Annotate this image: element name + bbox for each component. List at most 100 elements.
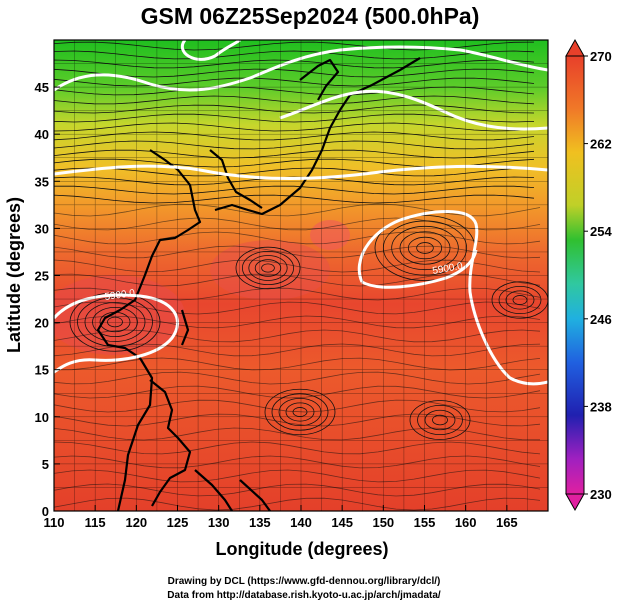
streamline xyxy=(241,250,294,286)
colorbar-bottom-arrow xyxy=(565,493,585,512)
streamline xyxy=(264,388,336,436)
streamline xyxy=(54,245,541,259)
streamline xyxy=(54,122,535,132)
x-tick-label: 110 xyxy=(44,515,65,530)
streamline xyxy=(417,404,463,436)
colorbar-top-arrow xyxy=(565,38,585,57)
streamline xyxy=(54,95,535,105)
x-tick-label: 165 xyxy=(496,515,518,530)
streamline xyxy=(54,231,541,245)
streamline xyxy=(512,295,528,305)
y-axis-ticks: 0 5 10 15 20 25 30 35 40 45 xyxy=(35,80,60,519)
streamline xyxy=(54,203,541,217)
streamline xyxy=(285,402,315,422)
colorbar-ticks: 270 262 254 246 238 230 xyxy=(584,49,612,502)
streamline xyxy=(54,399,541,413)
streamline xyxy=(391,225,459,271)
coastlines xyxy=(96,57,421,511)
streamline xyxy=(278,397,322,427)
streamline xyxy=(498,285,542,315)
y-tick-label: 15 xyxy=(35,363,49,378)
plot-area xyxy=(54,40,548,511)
x-tick-label: 145 xyxy=(331,515,353,530)
colorbar: 270 262 254 246 238 230 xyxy=(565,38,612,512)
streamline xyxy=(92,306,138,338)
x-tick-label: 135 xyxy=(249,515,271,530)
x-tick-label: 140 xyxy=(290,515,312,530)
streamline xyxy=(54,104,535,114)
y-tick-label: 40 xyxy=(35,127,49,142)
x-tick-label: 130 xyxy=(208,515,230,530)
streamline xyxy=(54,427,541,441)
streamline xyxy=(235,246,301,290)
x-axis-ticks: 110 115 120 125 130 135 140 145 150 155 160 165 xyxy=(44,505,518,530)
streamline xyxy=(407,236,443,260)
streamline xyxy=(248,255,288,281)
chart-title: GSM 06Z25Sep2024 (500.0hPa) xyxy=(141,3,480,29)
streamline xyxy=(54,194,535,204)
streamline xyxy=(424,409,456,431)
y-tick-label: 20 xyxy=(35,316,49,331)
colorbar-ramp xyxy=(565,55,585,495)
contour-label-east: 5900.0 xyxy=(432,261,464,277)
contour-label-west: 5900.0 xyxy=(104,288,136,303)
x-tick-label: 125 xyxy=(167,515,189,530)
streamline xyxy=(54,413,541,427)
streamline xyxy=(54,441,541,455)
streamline xyxy=(54,455,541,469)
x-tick-label: 150 xyxy=(372,515,394,530)
y-tick-label: 30 xyxy=(35,221,49,236)
y-tick-label: 10 xyxy=(35,410,49,425)
colorbar-tick-label: 246 xyxy=(590,312,612,327)
streamline xyxy=(54,185,535,195)
y-axis-label: Latitude (degrees) xyxy=(4,197,24,353)
streamline xyxy=(271,393,329,431)
x-tick-label: 115 xyxy=(85,515,106,530)
warm-pocket-central xyxy=(210,240,330,300)
streamline xyxy=(416,242,434,254)
colorbar-tick-label: 254 xyxy=(590,224,612,239)
streamline xyxy=(54,469,541,483)
credit-data: Data from http://database.rish.kyoto-u.a… xyxy=(167,590,441,601)
streamline xyxy=(54,217,541,231)
y-tick-label: 25 xyxy=(35,269,49,284)
grid-lines xyxy=(54,40,548,511)
x-tick-label: 160 xyxy=(455,515,477,530)
streamline xyxy=(54,483,541,497)
streamline xyxy=(77,297,153,347)
colorbar-tick-label: 230 xyxy=(590,487,612,502)
streamline xyxy=(54,329,541,343)
streamline xyxy=(54,385,541,399)
streamline xyxy=(54,50,535,60)
y-tick-label: 5 xyxy=(42,457,49,472)
y-tick-label: 35 xyxy=(35,174,49,189)
streamline xyxy=(54,167,535,177)
colorbar-tick-label: 270 xyxy=(590,49,612,64)
colorbar-tick-label: 262 xyxy=(590,137,612,152)
streamline xyxy=(54,59,535,69)
streamline xyxy=(54,315,541,329)
streamline xyxy=(54,301,541,315)
streamline xyxy=(54,371,541,385)
x-axis-label: Longitude (degrees) xyxy=(215,539,388,559)
streamline xyxy=(505,290,535,310)
warm-pocket-west xyxy=(54,275,185,355)
streamline xyxy=(261,263,275,273)
streamline xyxy=(84,302,146,342)
streamline xyxy=(107,316,123,328)
streamline xyxy=(292,407,308,417)
x-tick-label: 155 xyxy=(414,515,436,530)
streamline xyxy=(54,287,541,301)
streamline xyxy=(54,259,541,273)
height-contours xyxy=(54,40,548,386)
streamline xyxy=(54,77,535,87)
y-tick-label: 0 xyxy=(42,504,49,519)
y-tick-label: 45 xyxy=(35,80,49,95)
credit-drawing: Drawing by DCL (https://www.gfd-dennou.o… xyxy=(168,576,441,587)
warm-pocket-east xyxy=(310,220,350,250)
streamline xyxy=(54,113,535,123)
streamline xyxy=(54,140,535,150)
x-tick-label: 120 xyxy=(125,515,147,530)
streamline xyxy=(409,400,471,440)
